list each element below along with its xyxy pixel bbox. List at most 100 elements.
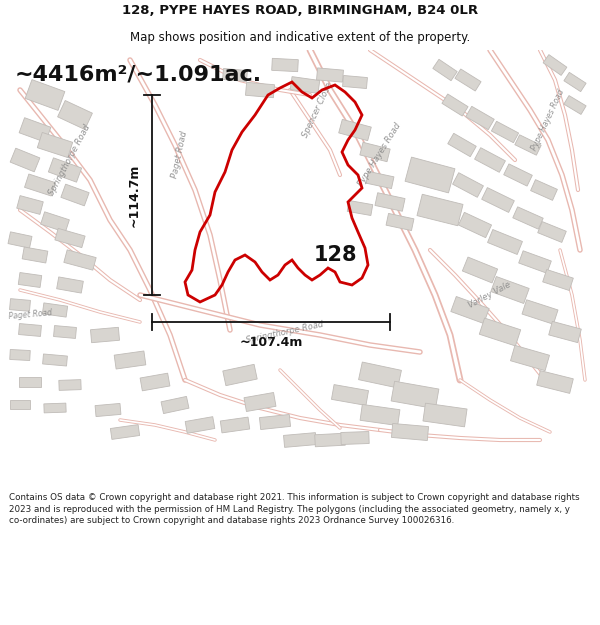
Polygon shape: [114, 351, 146, 369]
Polygon shape: [343, 76, 367, 89]
Polygon shape: [491, 121, 518, 142]
Polygon shape: [391, 381, 439, 409]
Polygon shape: [10, 349, 30, 361]
Polygon shape: [442, 94, 468, 116]
Polygon shape: [386, 213, 414, 231]
Polygon shape: [491, 276, 529, 304]
Polygon shape: [331, 384, 368, 406]
Polygon shape: [18, 272, 42, 288]
Text: 128: 128: [313, 245, 357, 265]
Polygon shape: [463, 257, 497, 283]
Polygon shape: [317, 68, 343, 82]
Polygon shape: [64, 250, 96, 270]
Polygon shape: [417, 194, 463, 226]
Polygon shape: [458, 213, 491, 238]
Polygon shape: [161, 396, 189, 414]
Polygon shape: [10, 401, 30, 409]
Polygon shape: [44, 403, 66, 413]
Text: Varley Vale: Varley Vale: [467, 280, 513, 310]
Polygon shape: [341, 431, 369, 444]
Polygon shape: [19, 118, 51, 142]
Polygon shape: [61, 184, 89, 206]
Polygon shape: [19, 324, 41, 336]
Polygon shape: [466, 106, 494, 130]
Polygon shape: [49, 158, 82, 182]
Polygon shape: [455, 69, 481, 91]
Polygon shape: [259, 414, 290, 429]
Polygon shape: [10, 148, 40, 172]
Polygon shape: [405, 157, 455, 193]
Polygon shape: [37, 132, 73, 158]
Polygon shape: [53, 326, 76, 339]
Polygon shape: [451, 296, 489, 324]
Polygon shape: [58, 101, 92, 129]
Polygon shape: [433, 59, 457, 81]
Polygon shape: [359, 362, 401, 388]
Polygon shape: [542, 269, 574, 291]
Polygon shape: [55, 228, 85, 248]
Text: Springthorpe Road: Springthorpe Road: [47, 123, 92, 197]
Polygon shape: [564, 96, 586, 114]
Polygon shape: [518, 251, 551, 273]
Text: ~107.4m: ~107.4m: [239, 336, 302, 349]
Polygon shape: [315, 433, 345, 447]
Text: Paget Road: Paget Road: [8, 309, 52, 321]
Polygon shape: [513, 207, 543, 229]
Polygon shape: [140, 373, 170, 391]
Text: Spencer Close: Spencer Close: [301, 81, 335, 139]
Polygon shape: [110, 424, 140, 439]
Polygon shape: [95, 403, 121, 417]
Polygon shape: [59, 379, 81, 391]
Polygon shape: [543, 54, 567, 76]
Polygon shape: [272, 58, 298, 72]
Polygon shape: [391, 424, 428, 441]
Polygon shape: [360, 404, 400, 426]
Polygon shape: [375, 192, 405, 211]
Text: Paget Road: Paget Road: [170, 131, 190, 179]
Polygon shape: [564, 72, 586, 92]
Polygon shape: [530, 179, 557, 201]
Polygon shape: [245, 82, 275, 98]
Polygon shape: [91, 328, 119, 342]
Polygon shape: [244, 392, 276, 411]
Polygon shape: [482, 188, 514, 213]
Polygon shape: [290, 77, 320, 93]
Text: Contains OS data © Crown copyright and database right 2021. This information is : Contains OS data © Crown copyright and d…: [9, 492, 580, 525]
Polygon shape: [538, 222, 566, 243]
Text: 128, PYPE HAYES ROAD, BIRMINGHAM, B24 0LR: 128, PYPE HAYES ROAD, BIRMINGHAM, B24 0L…: [122, 4, 478, 18]
Text: Map shows position and indicative extent of the property.: Map shows position and indicative extent…: [130, 31, 470, 44]
Polygon shape: [25, 79, 65, 111]
Polygon shape: [41, 212, 70, 232]
Polygon shape: [423, 403, 467, 427]
Polygon shape: [223, 69, 247, 81]
Polygon shape: [185, 417, 215, 433]
Polygon shape: [452, 173, 484, 198]
Text: Pype Hayes Road: Pype Hayes Road: [530, 88, 566, 152]
Polygon shape: [475, 148, 505, 173]
Polygon shape: [515, 135, 541, 155]
Polygon shape: [511, 346, 550, 371]
Polygon shape: [347, 201, 373, 216]
Polygon shape: [536, 371, 574, 393]
Polygon shape: [448, 133, 476, 157]
Text: ~114.7m: ~114.7m: [128, 163, 140, 227]
Polygon shape: [479, 318, 521, 346]
Polygon shape: [8, 232, 32, 248]
Polygon shape: [43, 354, 67, 366]
Polygon shape: [10, 299, 31, 311]
Polygon shape: [366, 171, 394, 189]
Polygon shape: [338, 119, 371, 141]
Text: ~4416m²/~1.091ac.: ~4416m²/~1.091ac.: [15, 65, 262, 85]
Text: Pype Hayes Road: Pype Hayes Road: [357, 122, 403, 188]
Polygon shape: [522, 300, 558, 324]
Polygon shape: [360, 142, 390, 162]
Polygon shape: [56, 277, 83, 293]
Polygon shape: [488, 229, 523, 254]
Polygon shape: [548, 321, 581, 342]
Polygon shape: [43, 303, 68, 317]
Polygon shape: [19, 377, 41, 387]
Polygon shape: [220, 417, 250, 433]
Polygon shape: [503, 164, 532, 186]
Polygon shape: [223, 364, 257, 386]
Polygon shape: [17, 196, 43, 214]
